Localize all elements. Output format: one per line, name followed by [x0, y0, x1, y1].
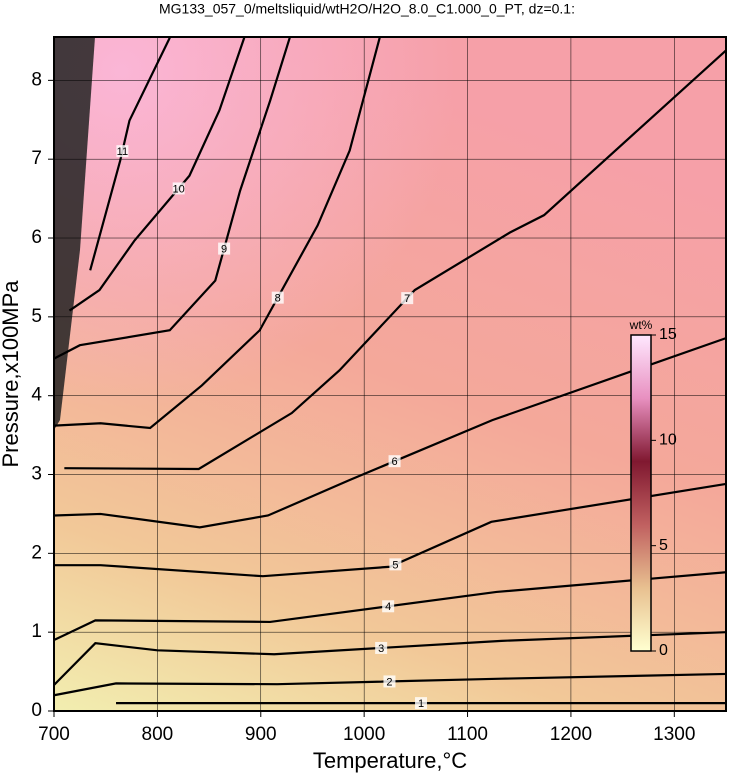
y-tick-label: 5 [31, 306, 42, 327]
x-tick-label: 900 [245, 724, 277, 745]
x-tick-label: 700 [38, 724, 70, 745]
contour-label-box [388, 455, 401, 468]
contour-line [53, 631, 727, 686]
y-tick-label: 1 [31, 621, 42, 642]
contour-label-box [383, 675, 396, 688]
plot-highlight [54, 37, 726, 711]
contour-label-box [116, 145, 129, 158]
contour-label: 10 [173, 183, 185, 195]
contour-label-box [401, 292, 414, 305]
contour-label: 2 [386, 676, 392, 688]
x-tick-label: 1000 [343, 724, 385, 745]
y-axis-label: Pressure,x100MPa [0, 280, 23, 468]
contour-line [53, 37, 381, 430]
colorbar-label: wt% [629, 318, 653, 332]
colorbar-tick-label: 0 [659, 642, 668, 659]
chart-title: MG133_057_0/meltsliquid/wtH2O/H2O_8.0_C1… [159, 1, 575, 17]
colorbar-tick-label: 5 [659, 537, 668, 554]
y-tick-label: 4 [31, 385, 42, 406]
x-tick-label: 800 [142, 724, 174, 745]
contour-line [53, 571, 727, 642]
contour-label: 6 [392, 456, 398, 468]
y-tick-label: 3 [31, 464, 42, 485]
y-tick-label: 0 [31, 700, 42, 721]
y-tick-label: 8 [31, 69, 42, 90]
colorbar-tick-label: 15 [659, 326, 677, 343]
contour-label: 1 [418, 698, 424, 710]
colorbar-tick-label: 10 [659, 432, 677, 449]
contour-line [68, 37, 246, 312]
contour-label-box [389, 558, 402, 571]
contour-label-box [382, 600, 395, 613]
x-tick-label: 1300 [653, 724, 695, 745]
x-axis-label: Temperature,°C [313, 748, 467, 773]
contour-label: 7 [404, 293, 410, 305]
contour-label: 11 [117, 146, 128, 158]
y-tick-label: 2 [31, 542, 42, 563]
plot-frame [53, 36, 727, 712]
contour-label: 8 [275, 293, 281, 305]
y-tick-label: 7 [31, 148, 42, 169]
contour-line [53, 37, 291, 360]
contour-label-box [415, 697, 428, 710]
x-tick-label: 1100 [447, 724, 488, 745]
contour-label: 9 [221, 244, 227, 256]
colorbar [630, 334, 652, 652]
contour-label-box [172, 182, 185, 195]
contour-line [53, 337, 727, 529]
contour-label: 4 [385, 601, 391, 613]
dense-contours [54, 37, 95, 430]
contour-line [53, 672, 727, 697]
contour-label-box [271, 291, 284, 304]
x-tick-label: 1200 [550, 724, 592, 745]
contour-line [64, 49, 727, 471]
contour-label-box [375, 641, 388, 654]
contour-label: 3 [378, 643, 384, 655]
y-tick-label: 6 [31, 227, 42, 248]
contour-line [54, 482, 727, 578]
contour-line [89, 37, 171, 271]
contour-label: 5 [392, 559, 398, 571]
contour-label-box [218, 242, 231, 255]
